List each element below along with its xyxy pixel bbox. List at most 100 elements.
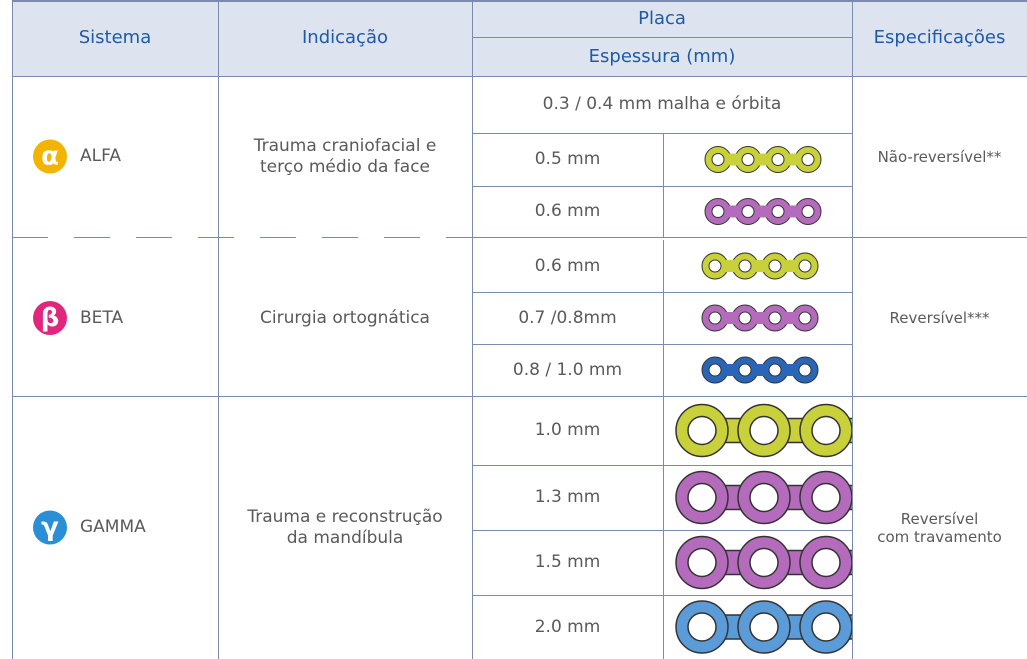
plate-hole	[768, 311, 782, 325]
plate-hole	[687, 547, 717, 578]
header-especificacoes-text: Especificações	[873, 27, 1006, 49]
rule	[663, 344, 664, 396]
thickness-text: 0.6 mm	[534, 201, 601, 222]
rule	[472, 37, 852, 38]
rule	[663, 465, 664, 530]
specification-text: Reversível***	[889, 309, 990, 327]
specification: Não-reversível**	[852, 76, 1027, 237]
header-placa-text: Placa	[638, 8, 686, 30]
plate-hole	[749, 547, 779, 578]
thickness-text: 2.0 mm	[534, 616, 601, 637]
specification-text: Não-reversível**	[877, 147, 1002, 166]
header-indicacao: Indicação	[218, 0, 472, 76]
system-name: ALFA	[80, 76, 218, 237]
specification: Reversível com travamento	[852, 396, 1027, 659]
icon-symbol: γ	[41, 513, 59, 543]
header-sistema: Sistema	[12, 0, 218, 76]
rule	[663, 240, 664, 292]
rule	[12, 0, 1027, 2]
plate-image	[675, 403, 852, 458]
thickness-text: 0.5 mm	[534, 149, 601, 170]
plate-image	[701, 252, 819, 280]
plate-hole	[711, 205, 725, 218]
rule	[663, 530, 664, 595]
system-name-text: BETA	[80, 307, 124, 328]
system-name: GAMMA	[80, 396, 218, 659]
thickness: 0.3 / 0.4 mm malha e órbita	[472, 76, 852, 133]
thickness-text: 0.8 / 1.0 mm	[512, 359, 623, 380]
plate-hole	[801, 153, 815, 166]
plate-hole	[811, 547, 841, 578]
rule	[472, 465, 852, 466]
rule	[663, 595, 664, 659]
rule	[663, 133, 664, 186]
rule	[472, 133, 852, 134]
plate-bar	[715, 260, 805, 272]
thickness-text: 1.3 mm	[534, 487, 601, 508]
plate-hole	[687, 415, 717, 446]
system-name-text: ALFA	[80, 146, 121, 167]
plate-image	[704, 198, 822, 225]
plate-image	[675, 470, 852, 525]
plate-hole	[771, 153, 785, 166]
rule	[852, 0, 853, 659]
icon-circle	[33, 139, 67, 174]
rule	[218, 0, 219, 659]
rule	[472, 237, 1027, 238]
plate-hole	[687, 612, 717, 642]
plate-hole	[811, 482, 841, 513]
thickness: 0.6 mm	[472, 186, 663, 237]
indication: Trauma e reconstrução da mandíbula	[218, 396, 472, 659]
icon-symbol: α	[41, 142, 59, 172]
icon-symbol: β	[41, 303, 60, 333]
plate-hole	[811, 612, 841, 642]
rule	[472, 292, 852, 293]
thickness-text: 1.0 mm	[534, 420, 601, 441]
thickness: 1.3 mm	[472, 465, 663, 530]
header-especificacoes: Especificações	[852, 0, 1027, 76]
plate-hole	[687, 482, 717, 513]
thickness-text: 0.7 /0.8mm	[518, 307, 617, 328]
indication-text: Trauma craniofacial e	[253, 136, 437, 157]
icon-circle	[33, 301, 67, 335]
rule	[472, 595, 852, 596]
thickness: 0.6 mm	[472, 240, 663, 292]
system-name: BETA	[80, 240, 218, 396]
thickness: 1.5 mm	[472, 530, 663, 595]
plate-bar	[715, 312, 805, 324]
indication-text: terço médio da face	[259, 156, 431, 177]
thickness: 2.0 mm	[472, 595, 663, 659]
system-icon: γ	[33, 510, 67, 545]
rule	[472, 344, 852, 345]
thickness-text: 1.5 mm	[534, 552, 601, 573]
plate-hole	[768, 259, 782, 273]
thickness: 0.5 mm	[472, 133, 663, 186]
plate-image	[675, 600, 852, 654]
plate-hole	[771, 205, 785, 218]
header-placa: Placa	[472, 0, 852, 38]
rule	[12, 237, 472, 238]
plate-hole	[708, 259, 722, 273]
plate-hole	[749, 415, 779, 446]
plate-hole	[711, 153, 725, 166]
plate-bar	[715, 364, 805, 376]
plate-hole	[749, 482, 779, 513]
plate-bar	[718, 153, 808, 166]
indication-text: Cirurgia ortognática	[260, 307, 430, 328]
plate-hole	[811, 415, 841, 446]
specification-text: com travamento	[877, 527, 1002, 546]
system-name-text: GAMMA	[80, 517, 146, 538]
thickness-text: 0.6 mm	[534, 255, 601, 276]
indication-text: Trauma e reconstrução	[247, 507, 443, 528]
rule	[663, 396, 664, 465]
thickness-text: 0.3 / 0.4 mm malha e órbita	[542, 94, 782, 115]
plate-hole	[798, 311, 812, 325]
plate-hole	[768, 363, 782, 377]
plate-hole	[741, 153, 755, 166]
thickness: 0.7 /0.8mm	[472, 292, 663, 344]
rule	[12, 76, 1027, 77]
plate-image	[675, 535, 852, 590]
plate-hole	[738, 363, 752, 377]
